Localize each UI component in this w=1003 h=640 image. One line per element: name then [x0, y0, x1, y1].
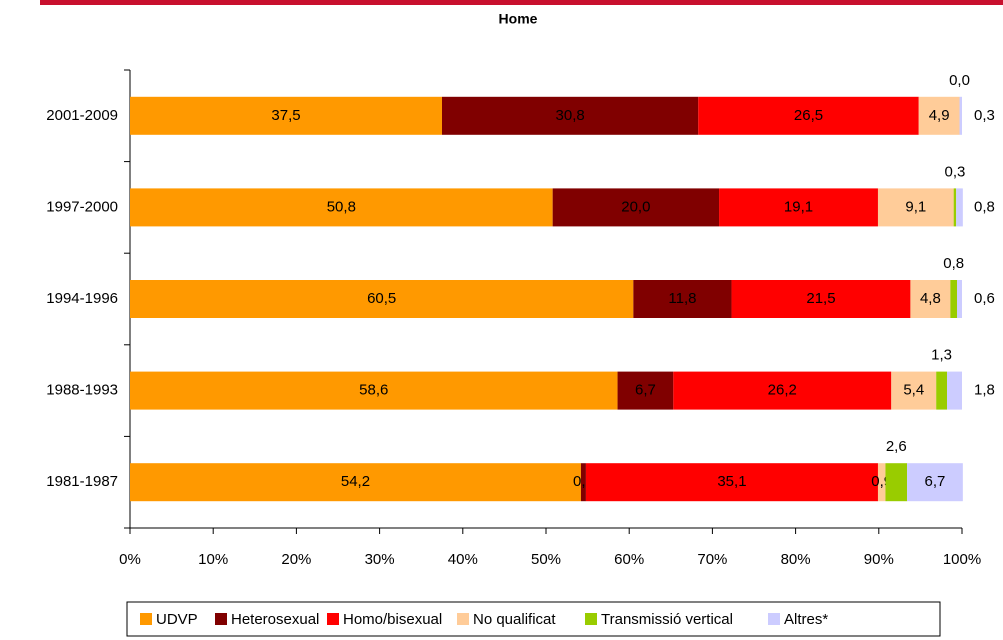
value-label: 26,2 — [768, 382, 797, 399]
x-tick-label: 0% — [119, 551, 141, 568]
value-label: 6,7 — [925, 473, 946, 490]
legend-label: Heterosexual — [231, 611, 319, 628]
legend-swatch — [327, 613, 339, 625]
value-label: 30,8 — [556, 107, 585, 124]
value-label: 0,8 — [974, 198, 995, 215]
bar-segment — [731, 280, 911, 318]
legend-label: No qualificat — [473, 611, 556, 628]
value-label: 0,8 — [943, 255, 964, 272]
bar-segment — [953, 188, 957, 227]
bar-segment — [885, 463, 908, 502]
x-tick-label: 100% — [943, 551, 981, 568]
bar-segment — [580, 463, 586, 502]
bar-segment — [633, 280, 732, 318]
x-tick-label: 50% — [531, 551, 561, 568]
y-tick-label: 1997-2000 — [46, 198, 118, 215]
x-tick-label: 40% — [448, 551, 478, 568]
bar-segment — [910, 280, 951, 318]
bar-segment — [877, 188, 954, 227]
legend-swatch — [585, 613, 597, 625]
bar-segment — [698, 96, 919, 135]
value-label: 0,6 — [974, 290, 995, 307]
bar-segment — [673, 371, 892, 410]
value-label: 60,5 — [367, 290, 396, 307]
x-tick-label: 70% — [697, 551, 727, 568]
y-tick-label: 1988-1993 — [46, 382, 118, 399]
bar-segment — [130, 280, 634, 318]
bar-segment — [947, 371, 962, 410]
x-tick-label: 30% — [365, 551, 395, 568]
value-label: 4,8 — [920, 290, 941, 307]
bar-segment — [918, 96, 960, 135]
x-tick-label: 60% — [614, 551, 644, 568]
legend-label: UDVP — [156, 611, 198, 628]
bar-segment — [130, 188, 553, 227]
value-label: 19,1 — [784, 198, 813, 215]
value-label: 35,1 — [717, 473, 746, 490]
value-label: 9,1 — [905, 198, 926, 215]
value-label: 50,8 — [327, 198, 356, 215]
value-label: 1,3 — [931, 347, 952, 364]
x-tick-label: 80% — [781, 551, 811, 568]
x-tick-label: 90% — [864, 551, 894, 568]
bar-segment — [950, 280, 958, 318]
x-tick-label: 20% — [281, 551, 311, 568]
bar-segment — [956, 188, 963, 227]
bar-segment — [442, 96, 699, 135]
value-label: 0,0 — [949, 72, 970, 89]
legend-swatch — [215, 613, 227, 625]
legend-swatch — [768, 613, 780, 625]
top-rule — [40, 0, 1003, 5]
bar-segment — [959, 96, 962, 135]
value-label: 11,8 — [668, 290, 696, 307]
value-label: 4,9 — [929, 107, 950, 124]
value-label: 26,5 — [794, 107, 823, 124]
bar-segment — [936, 371, 948, 410]
legend-box — [126, 601, 941, 637]
y-tick-label: 1981-1987 — [46, 473, 118, 490]
chart-title: Home — [499, 11, 538, 27]
bar-segment — [552, 188, 720, 227]
bar-segment — [907, 463, 963, 502]
bar-segment — [891, 371, 937, 410]
value-label: 21,5 — [806, 290, 835, 307]
x-tick-label: 10% — [198, 551, 228, 568]
legend-label: Altres* — [784, 611, 828, 628]
value-label: 6,7 — [635, 382, 656, 399]
y-tick-label: 1994-1996 — [46, 290, 118, 307]
value-label: 5,4 — [903, 382, 924, 399]
value-label: 1,8 — [974, 382, 995, 399]
value-label: 0,3 — [974, 107, 995, 124]
value-label: 58,6 — [359, 382, 388, 399]
value-label: 20,0 — [621, 198, 650, 215]
bar-segment — [130, 463, 581, 502]
y-tick-label: 2001-2009 — [46, 107, 118, 124]
value-label: 2,6 — [886, 438, 907, 455]
legend-swatch — [140, 613, 152, 625]
bar-segment — [719, 188, 878, 227]
value-label: 0,3 — [944, 163, 965, 180]
bar-segment — [585, 463, 878, 502]
bar-segment — [877, 463, 886, 502]
legend-label: Homo/bisexual — [343, 611, 442, 628]
value-label: 37,5 — [271, 107, 300, 124]
bar-segment — [130, 96, 442, 135]
bar-segment — [130, 371, 618, 410]
legend-label: Transmissió vertical — [601, 611, 733, 628]
value-label: 54,2 — [341, 473, 370, 490]
bar-segment — [957, 280, 962, 318]
legend-swatch — [457, 613, 469, 625]
bar-segment — [617, 371, 674, 410]
